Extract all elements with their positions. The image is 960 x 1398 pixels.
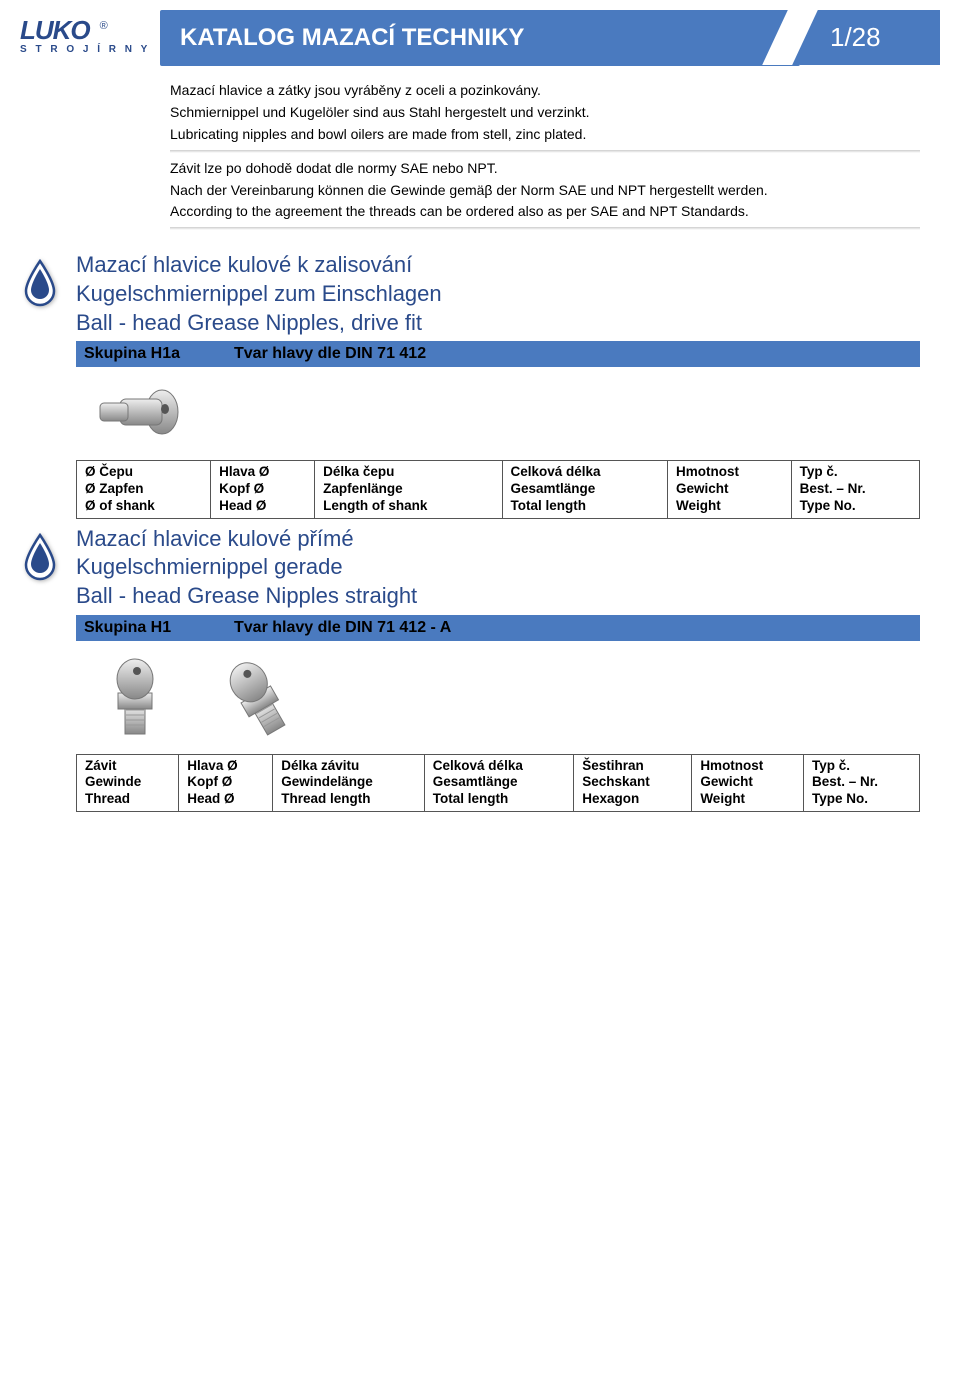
separator <box>170 227 920 230</box>
section-heading: Mazací hlavice kulové přímé Kugelschmier… <box>0 525 960 611</box>
col-hmot: HmotnostGewichtWeight <box>667 461 791 519</box>
col-delka: Délka závituGewindelängeThread length <box>273 754 425 812</box>
logo-text: LUKO ® <box>20 15 160 46</box>
col-typ: Typ č.Best. – Nr.Type No. <box>804 754 920 812</box>
col-cepu: Ø ČepuØ ZapfenØ of shank <box>77 461 211 519</box>
col-typ: Typ č.Best. – Nr.Type No. <box>791 461 919 519</box>
spec-table: ZávitGewindeThread Hlava ØKopf ØHead Ø D… <box>76 754 920 813</box>
page-number: 1/28 <box>800 10 940 65</box>
group-desc: Tvar hlavy dle DIN 71 412 <box>226 341 920 367</box>
intro-line: Lubricating nipples and bowl oilers are … <box>170 125 920 144</box>
table-header-row: ZávitGewindeThread Hlava ØKopf ØHead Ø D… <box>77 754 920 812</box>
col-celk: Celková délkaGesamtlängeTotal length <box>424 754 573 812</box>
section-title: Mazací hlavice kulové přímé <box>76 525 920 554</box>
drop-icon <box>20 525 70 584</box>
intro-block: Mazací hlavice a zátky jsou vyráběny z o… <box>0 66 960 251</box>
group-desc: Tvar hlavy dle DIN 71 412 - A <box>226 615 920 641</box>
catalog-title: KATALOG MAZACÍ TECHNIKY <box>160 10 800 66</box>
group-strip: Skupina H1a Tvar hlavy dle DIN 71 412 <box>76 341 920 367</box>
drop-icon <box>20 251 70 310</box>
nipple-image <box>90 651 180 741</box>
page-number-box: 1/28 <box>800 10 940 65</box>
col-ses: ŠestihranSechskantHexagon <box>574 754 692 812</box>
registered-mark: ® <box>100 20 107 32</box>
section-title-block: Mazací hlavice kulové přímé Kugelschmier… <box>70 525 920 611</box>
intro-line: Mazací hlavice a zátky jsou vyráběny z o… <box>170 81 920 100</box>
page: LUKO® S T R O J Í R N Y KATALOG MAZACÍ T… <box>0 0 960 812</box>
logo-main: LUKO <box>20 15 90 45</box>
col-hmot: HmotnostGewichtWeight <box>692 754 804 812</box>
product-image-area <box>0 367 960 460</box>
col-celk: Celková délkaGesamtlängeTotal length <box>502 461 667 519</box>
header: LUKO® S T R O J Í R N Y KATALOG MAZACÍ T… <box>0 0 960 66</box>
separator <box>170 150 920 153</box>
col-delka: Délka čepuZapfenlängeLength of shank <box>315 461 502 519</box>
intro-line: Nach der Vereinbarung können die Gewinde… <box>170 181 920 200</box>
logo-box: LUKO® S T R O J Í R N Y <box>20 10 160 55</box>
section-title: Mazací hlavice kulové k zalisování <box>76 251 920 280</box>
nipple-image <box>204 651 314 741</box>
col-zavit: ZávitGewindeThread <box>77 754 179 812</box>
product-image-area <box>0 641 960 754</box>
group-code: Skupina H1 <box>76 615 226 641</box>
section-heading: Mazací hlavice kulové k zalisování Kugel… <box>0 251 960 337</box>
section-title: Kugelschmiernippel gerade <box>76 553 920 582</box>
col-hlava: Hlava ØKopf ØHead Ø <box>211 461 315 519</box>
section-title: Ball - head Grease Nipples straight <box>76 582 920 611</box>
intro-line: Schmiernippel und Kugelöler sind aus Sta… <box>170 103 920 122</box>
nipple-image <box>90 377 190 447</box>
group-code: Skupina H1a <box>76 341 226 367</box>
intro-line: Závit lze po dohodě dodat dle normy SAE … <box>170 159 920 178</box>
section-title-block: Mazací hlavice kulové k zalisování Kugel… <box>70 251 920 337</box>
col-hlava: Hlava ØKopf ØHead Ø <box>179 754 273 812</box>
section-title: Kugelschmiernippel zum Einschlagen <box>76 280 920 309</box>
group-strip: Skupina H1 Tvar hlavy dle DIN 71 412 - A <box>76 615 920 641</box>
title-box: KATALOG MAZACÍ TECHNIKY <box>160 10 800 66</box>
intro-line: According to the agreement the threads c… <box>170 202 920 221</box>
section-title: Ball - head Grease Nipples, drive fit <box>76 309 920 338</box>
table-header-row: Ø ČepuØ ZapfenØ of shank Hlava ØKopf ØHe… <box>77 461 920 519</box>
spec-table: Ø ČepuØ ZapfenØ of shank Hlava ØKopf ØHe… <box>76 460 920 519</box>
